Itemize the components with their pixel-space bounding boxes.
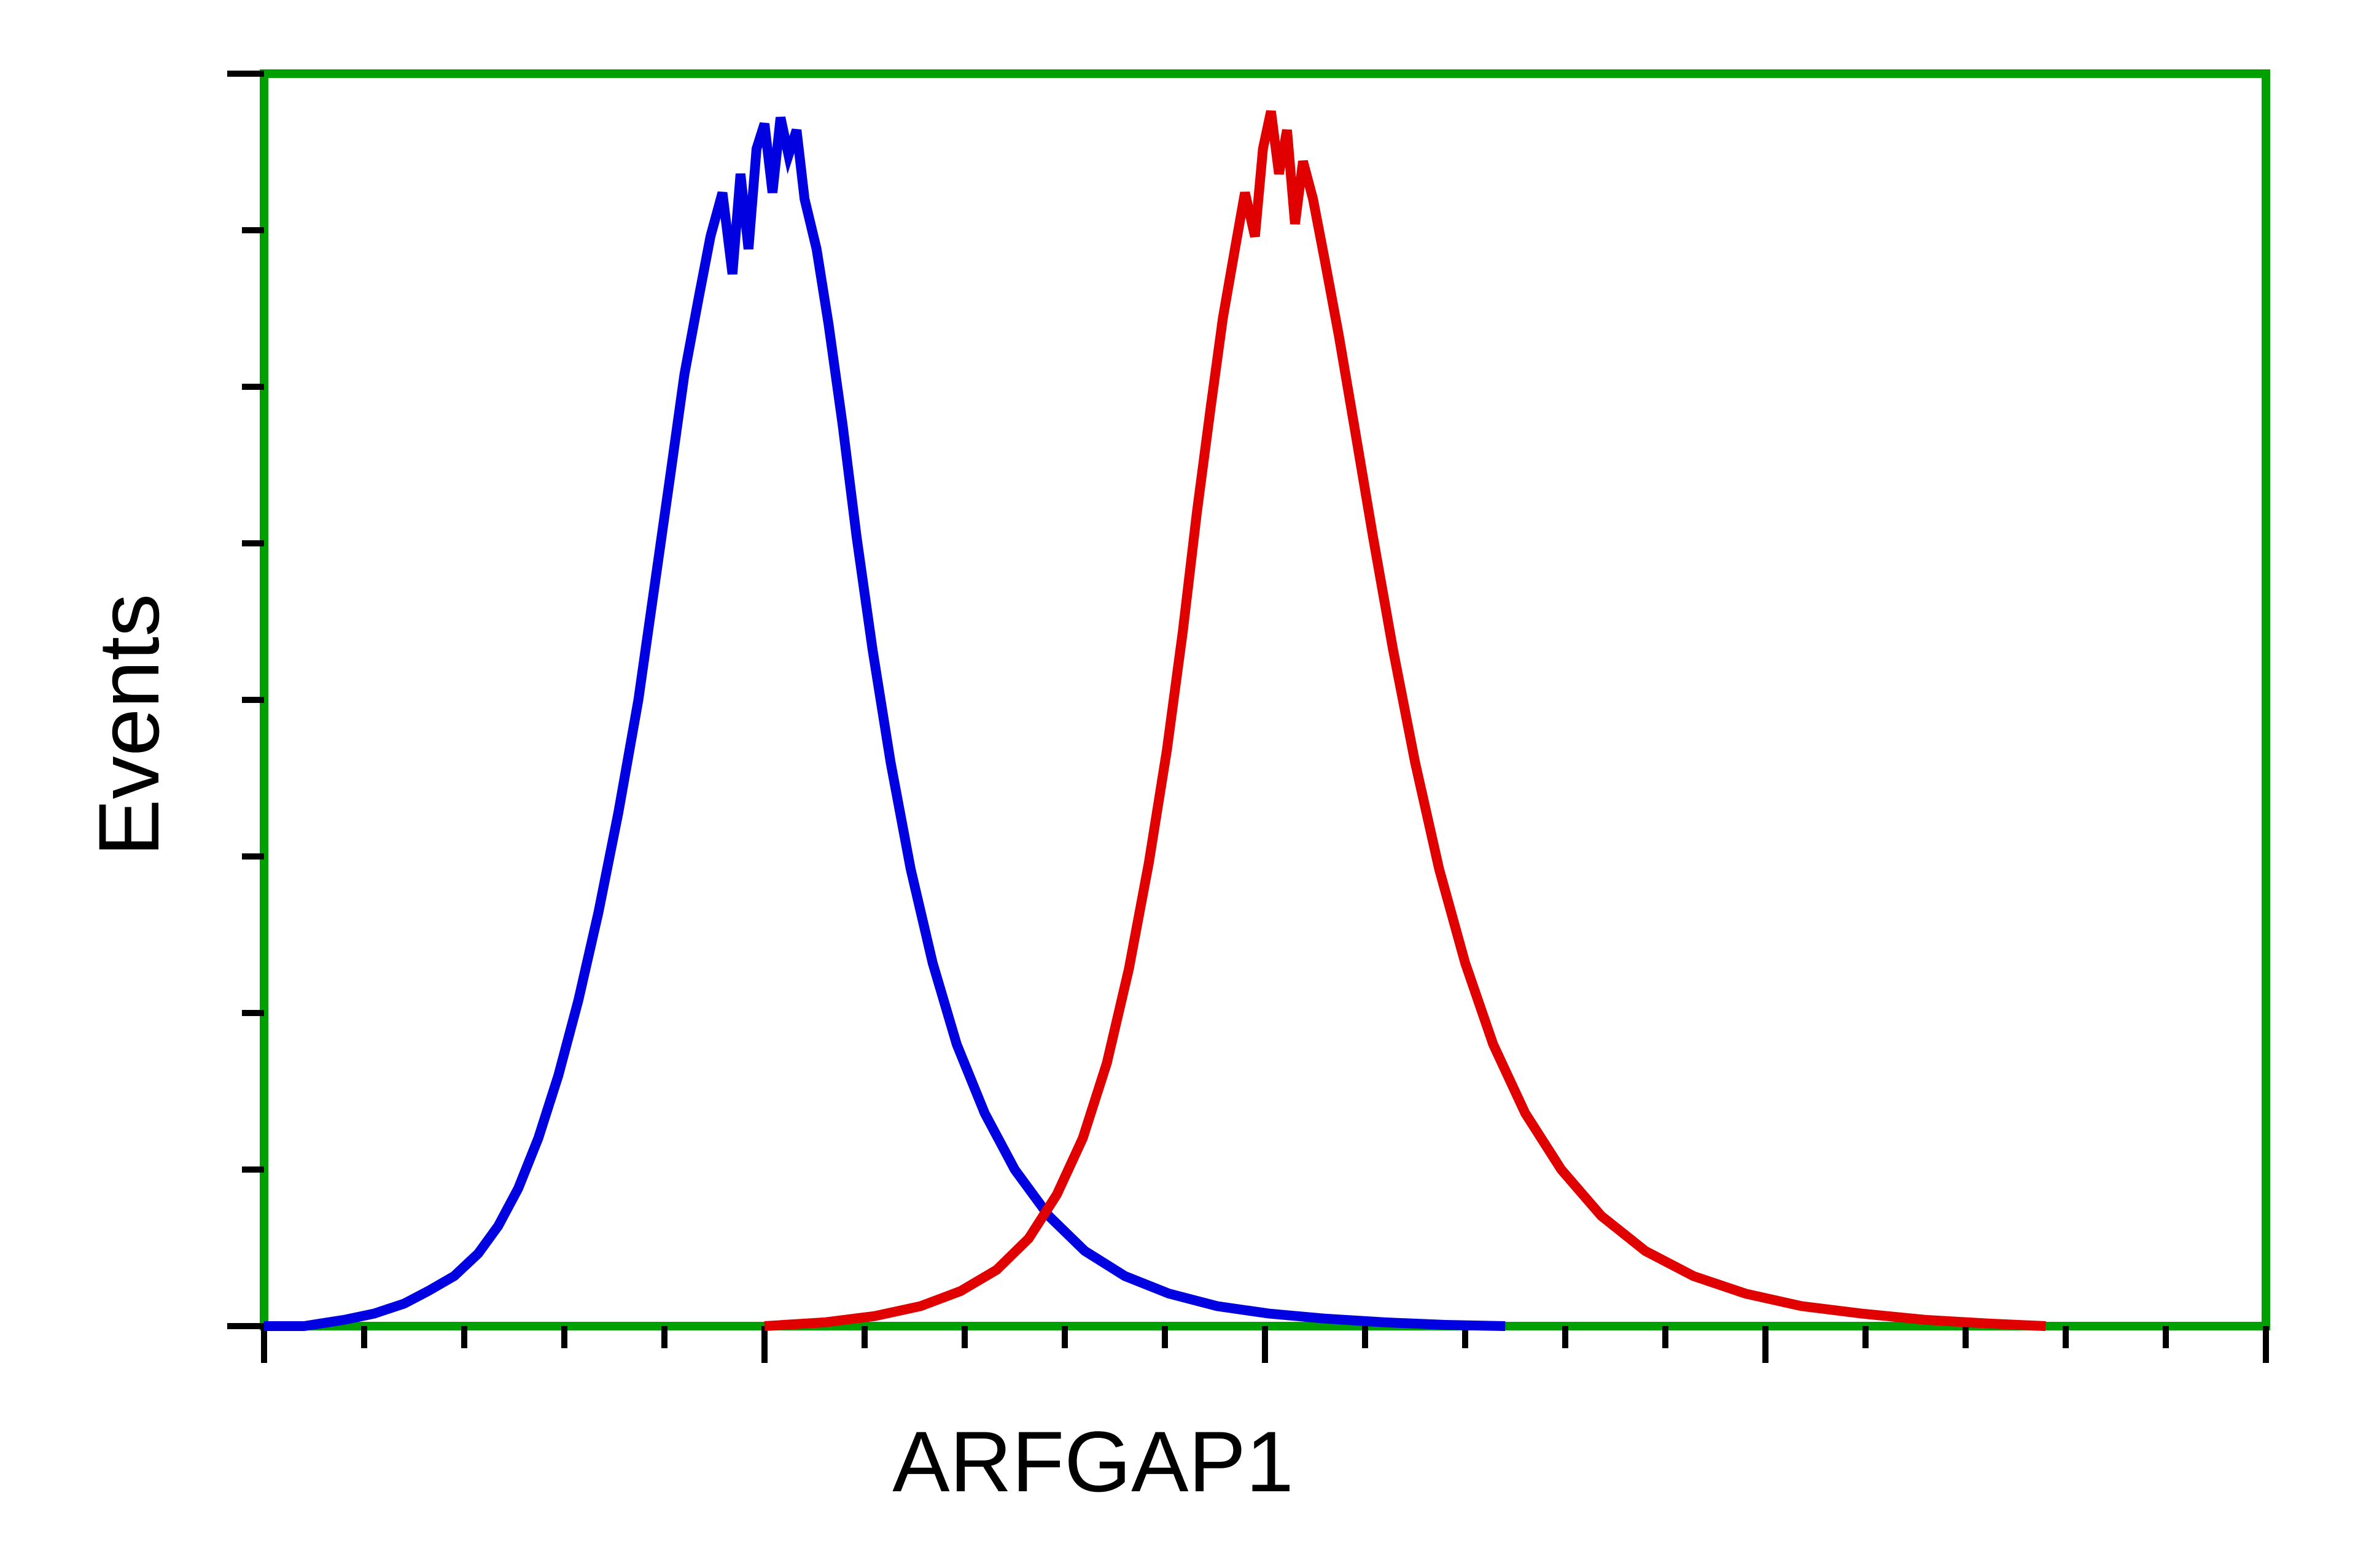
y-axis-label: Events xyxy=(79,541,179,909)
page-root: Events ARFGAP1 xyxy=(0,0,2358,1568)
series-ARFGAP1-stained xyxy=(765,111,2045,1326)
y-axis-ticks xyxy=(227,74,264,1326)
x-axis-ticks xyxy=(264,1326,2266,1363)
histogram-chart xyxy=(0,0,2358,1568)
plot-frame xyxy=(264,74,2266,1326)
series-control xyxy=(264,117,1505,1326)
x-axis-label: ARFGAP1 xyxy=(725,1412,1461,1512)
histogram-series xyxy=(264,111,2045,1326)
